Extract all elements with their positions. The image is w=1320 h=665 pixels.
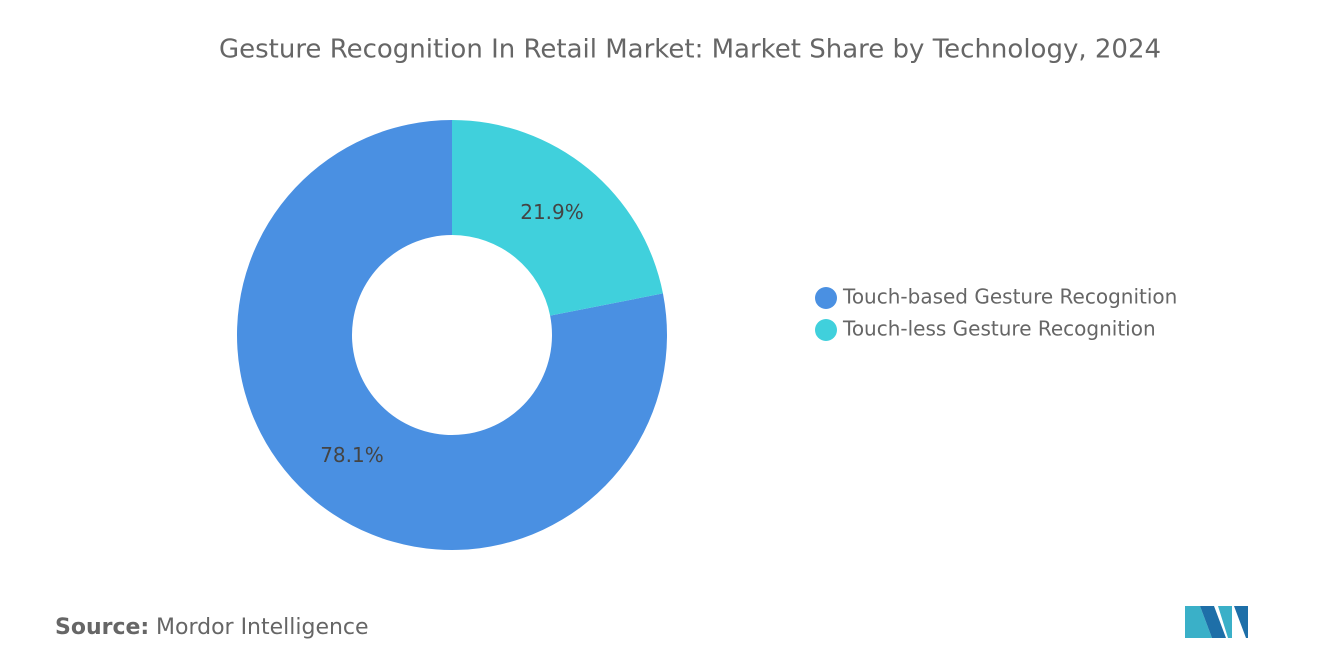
legend-label: Touch-based Gesture Recognition [842,285,1177,309]
value-label: 78.1% [320,443,384,467]
legend-label: Touch-less Gesture Recognition [842,317,1156,341]
logo [1185,606,1248,638]
chart-title: Gesture Recognition In Retail Market: Ma… [219,35,1161,65]
value-label: 21.9% [520,200,584,224]
legend-swatch [815,287,837,309]
slice [452,120,663,316]
source-text: Mordor Intelligence [156,615,369,640]
slice [236,120,667,550]
legend-swatch [815,319,837,341]
source-label: Source: [55,615,149,640]
